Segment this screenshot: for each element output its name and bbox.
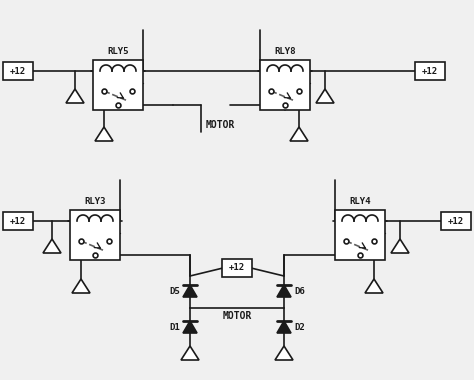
Bar bbox=[335, 210, 385, 260]
Polygon shape bbox=[72, 279, 90, 293]
FancyBboxPatch shape bbox=[222, 259, 252, 277]
Polygon shape bbox=[183, 285, 197, 297]
Text: MOTOR: MOTOR bbox=[222, 311, 252, 321]
Bar bbox=[260, 60, 310, 110]
Polygon shape bbox=[275, 346, 293, 360]
Text: RLY3: RLY3 bbox=[84, 197, 106, 206]
Text: +12: +12 bbox=[10, 217, 26, 225]
Text: D5: D5 bbox=[169, 287, 180, 296]
Bar bbox=[93, 60, 143, 110]
Text: +12: +12 bbox=[10, 66, 26, 76]
Polygon shape bbox=[183, 321, 197, 333]
Bar bbox=[70, 210, 120, 260]
Text: D1: D1 bbox=[169, 323, 180, 331]
Polygon shape bbox=[43, 239, 61, 253]
Text: D2: D2 bbox=[294, 323, 305, 331]
Text: +12: +12 bbox=[448, 217, 464, 225]
Text: +12: +12 bbox=[422, 66, 438, 76]
Polygon shape bbox=[290, 127, 308, 141]
Polygon shape bbox=[316, 89, 334, 103]
Polygon shape bbox=[391, 239, 409, 253]
FancyBboxPatch shape bbox=[441, 212, 471, 230]
Polygon shape bbox=[95, 127, 113, 141]
FancyBboxPatch shape bbox=[3, 62, 33, 80]
Text: +12: +12 bbox=[229, 263, 245, 272]
Polygon shape bbox=[277, 285, 291, 297]
Polygon shape bbox=[181, 346, 199, 360]
Text: RLY5: RLY5 bbox=[107, 47, 129, 56]
FancyBboxPatch shape bbox=[3, 212, 33, 230]
Text: RLY8: RLY8 bbox=[274, 47, 296, 56]
FancyBboxPatch shape bbox=[415, 62, 445, 80]
Polygon shape bbox=[66, 89, 84, 103]
Text: RLY4: RLY4 bbox=[349, 197, 371, 206]
Text: D6: D6 bbox=[294, 287, 305, 296]
Text: MOTOR: MOTOR bbox=[206, 120, 235, 130]
Polygon shape bbox=[277, 321, 291, 333]
Polygon shape bbox=[365, 279, 383, 293]
